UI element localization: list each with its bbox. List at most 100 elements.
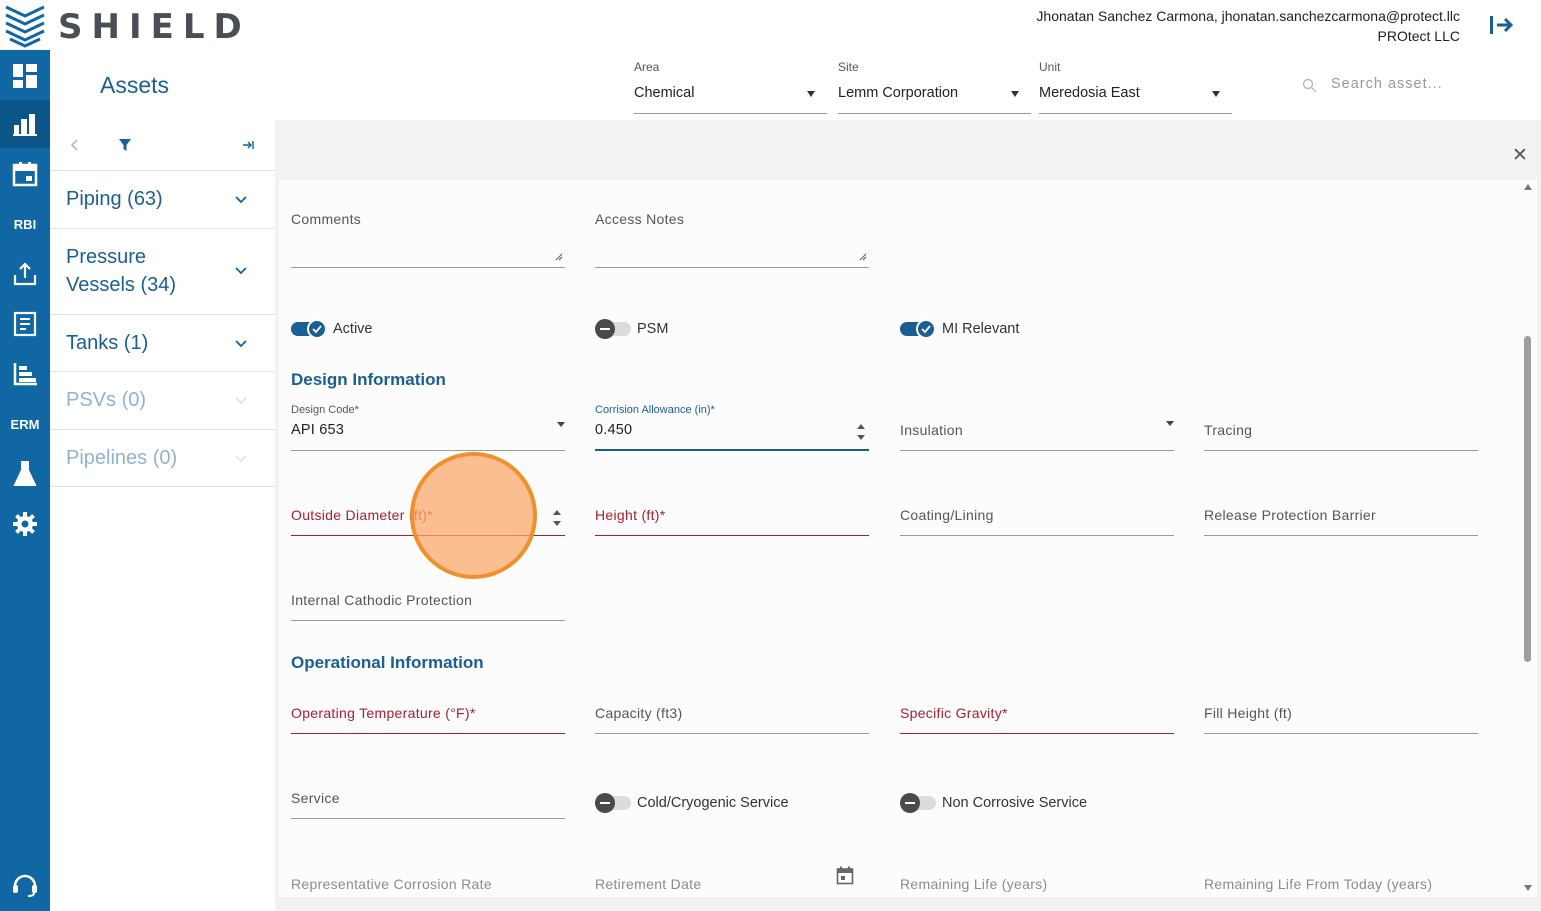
nav-report[interactable] — [0, 300, 50, 348]
representative-corrosion-rate-field: Representative Corrosion Rate — [291, 874, 565, 904]
specific-gravity-field[interactable]: Specific Gravity* — [900, 704, 1174, 734]
group-pressure-vessels-label-line1: Pressure — [66, 246, 147, 268]
user-info: Jhonatan Sanchez Carmona, jhonatan.sanch… — [1036, 6, 1460, 46]
active-toggle[interactable]: Active — [291, 318, 373, 340]
nav-upload[interactable] — [0, 250, 50, 298]
specific-gravity-label: Specific Gravity* — [900, 705, 1008, 721]
stepper-icon[interactable] — [856, 421, 866, 443]
gear-icon — [13, 512, 37, 536]
release-protection-barrier-field[interactable]: Release Protection Barrier — [1204, 506, 1478, 536]
filter-icon[interactable] — [118, 138, 132, 152]
minus-icon — [595, 793, 615, 813]
caret-down-icon — [1166, 421, 1174, 426]
comments-field[interactable]: Comments — [291, 211, 565, 268]
assets-icon — [13, 114, 37, 136]
shield-logo-icon — [5, 5, 45, 48]
close-icon[interactable]: ✕ — [1512, 145, 1528, 166]
tracing-label: Tracing — [1204, 422, 1253, 438]
insulation-select[interactable]: Insulation — [900, 421, 1174, 451]
nav-chart[interactable] — [0, 350, 50, 398]
non-corrosive-service-toggle[interactable]: Non Corrosive Service — [900, 792, 1087, 814]
group-piping[interactable]: Piping (63) — [50, 171, 275, 229]
user-name-email: Jhonatan Sanchez Carmona, jhonatan.sanch… — [1036, 8, 1460, 24]
chevron-down-icon — [235, 196, 247, 204]
scroll-up-arrow-icon[interactable] — [1524, 184, 1532, 190]
group-psvs: PSVs (0) — [50, 372, 275, 430]
chevron-left-icon[interactable] — [70, 139, 80, 151]
resize-grip-icon[interactable] — [555, 253, 563, 261]
scrollbar-thumb[interactable] — [1524, 336, 1531, 662]
group-psvs-label: PSVs (0) — [66, 389, 147, 411]
caret-down-icon — [557, 422, 565, 427]
area-select[interactable]: Area Chemical — [634, 60, 827, 114]
height-label: Height (ft)* — [595, 507, 666, 523]
unit-select-value: Meredosia East — [1039, 85, 1140, 101]
nav-support[interactable] — [0, 861, 50, 909]
toggle-track — [900, 319, 936, 339]
design-code-value: API 653 — [291, 422, 344, 438]
remaining-life-field: Remaining Life (years) — [900, 874, 1174, 904]
cold-cryogenic-service-toggle[interactable]: Cold/Cryogenic Service — [595, 792, 789, 814]
service-field[interactable]: Service — [291, 789, 565, 819]
group-piping-label: Piping (63) — [66, 188, 163, 210]
corrosion-allowance-value: 0.450 — [595, 422, 633, 438]
fill-height-field[interactable]: Fill Height (ft) — [1204, 704, 1478, 734]
dashboard-icon — [13, 64, 37, 88]
access-notes-field[interactable]: Access Notes — [595, 211, 869, 268]
non-corrosive-service-label: Non Corrosive Service — [942, 795, 1088, 811]
group-tanks[interactable]: Tanks (1) — [50, 315, 275, 372]
coating-lining-field[interactable]: Coating/Lining — [900, 506, 1174, 536]
coating-lining-label: Coating/Lining — [900, 507, 994, 523]
cold-cryogenic-service-label: Cold/Cryogenic Service — [637, 795, 789, 811]
minus-icon — [595, 319, 615, 339]
access-notes-label: Access Notes — [595, 211, 685, 227]
side-navigation: RBI ERM — [0, 50, 50, 911]
release-protection-barrier-label: Release Protection Barrier — [1204, 507, 1376, 523]
nav-erm[interactable]: ERM — [0, 400, 50, 448]
design-code-select[interactable]: Design Code* API 653 — [291, 404, 565, 451]
height-field[interactable]: Height (ft)* — [595, 506, 869, 536]
nav-dashboard[interactable] — [0, 52, 50, 100]
toggle-track — [291, 319, 327, 339]
corrosion-allowance-field[interactable]: Corrision Allowance (in)* 0.450 — [595, 404, 869, 451]
internal-cathodic-protection-label: Internal Cathodic Protection — [291, 592, 473, 608]
mi-relevant-toggle-label: MI Relevant — [942, 321, 1020, 337]
operating-temperature-field[interactable]: Operating Temperature (°F)* — [291, 704, 565, 734]
chart-icon — [13, 363, 37, 386]
scroll-down-arrow-icon[interactable] — [1524, 885, 1532, 891]
stepper-icon[interactable] — [552, 507, 562, 529]
fill-height-label: Fill Height (ft) — [1204, 705, 1293, 721]
capacity-field[interactable]: Capacity (ft3) — [595, 704, 869, 734]
unit-select[interactable]: Unit Meredosia East — [1039, 60, 1232, 114]
nav-assets[interactable] — [0, 100, 50, 148]
collapse-panel-icon[interactable] — [242, 139, 256, 151]
report-icon — [13, 311, 37, 337]
psm-toggle[interactable]: PSM — [595, 318, 668, 340]
site-select-value: Lemm Corporation — [838, 85, 959, 101]
group-pressure-vessels[interactable]: Pressure Vessels (34) — [50, 229, 275, 315]
nav-lab[interactable] — [0, 450, 50, 498]
asset-type-panel: Piping (63) Pressure Vessels (34) Tanks … — [50, 120, 275, 911]
active-toggle-label: Active — [333, 321, 373, 337]
nav-calendar[interactable] — [0, 150, 50, 198]
chevron-down-icon — [235, 455, 247, 463]
nav-rbi[interactable]: RBI — [0, 200, 50, 248]
search-input[interactable]: Search asset... — [1331, 76, 1443, 92]
search-icon — [1302, 78, 1317, 93]
internal-cathodic-protection-field[interactable]: Internal Cathodic Protection — [291, 591, 565, 621]
nav-settings[interactable] — [0, 500, 50, 548]
tracing-field[interactable]: Tracing — [1204, 421, 1478, 451]
mi-relevant-toggle[interactable]: MI Relevant — [900, 318, 1019, 340]
nav-rbi-label: RBI — [13, 216, 37, 232]
area-select-label: Area — [634, 60, 660, 74]
group-tanks-label: Tanks (1) — [66, 332, 149, 354]
check-icon — [916, 319, 936, 339]
resize-grip-icon[interactable] — [859, 253, 867, 261]
site-select[interactable]: Site Lemm Corporation — [838, 60, 1031, 114]
chevron-down-icon — [235, 397, 247, 405]
corrosion-allowance-label: Corrision Allowance (in)* — [595, 404, 715, 416]
calendar-picker-icon[interactable] — [836, 866, 854, 885]
caret-down-icon — [807, 91, 815, 97]
logout-icon[interactable] — [1488, 13, 1514, 37]
toggle-track — [595, 793, 631, 813]
